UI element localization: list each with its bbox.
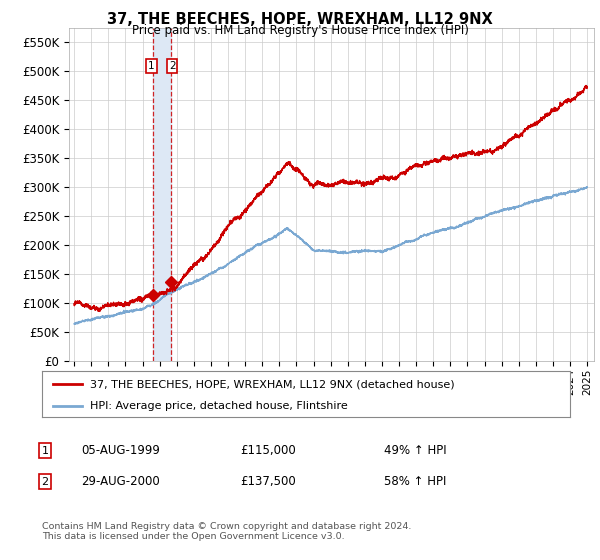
Text: 49% ↑ HPI: 49% ↑ HPI [384,444,446,458]
Text: 2: 2 [41,477,49,487]
Text: 58% ↑ HPI: 58% ↑ HPI [384,475,446,488]
Text: 37, THE BEECHES, HOPE, WREXHAM, LL12 9NX (detached house): 37, THE BEECHES, HOPE, WREXHAM, LL12 9NX… [89,379,454,389]
Text: 29-AUG-2000: 29-AUG-2000 [81,475,160,488]
Text: Price paid vs. HM Land Registry's House Price Index (HPI): Price paid vs. HM Land Registry's House … [131,24,469,37]
Text: HPI: Average price, detached house, Flintshire: HPI: Average price, detached house, Flin… [89,401,347,411]
Text: £137,500: £137,500 [240,475,296,488]
Bar [152,28,171,361]
Text: Contains HM Land Registry data © Crown copyright and database right 2024.
This d: Contains HM Land Registry data © Crown c… [42,522,412,542]
Text: 1: 1 [41,446,49,456]
Text: £115,000: £115,000 [240,444,296,458]
Text: 1: 1 [148,60,155,71]
Text: 05-AUG-1999: 05-AUG-1999 [81,444,160,458]
Text: 2: 2 [169,60,175,71]
Text: 37, THE BEECHES, HOPE, WREXHAM, LL12 9NX: 37, THE BEECHES, HOPE, WREXHAM, LL12 9NX [107,12,493,27]
